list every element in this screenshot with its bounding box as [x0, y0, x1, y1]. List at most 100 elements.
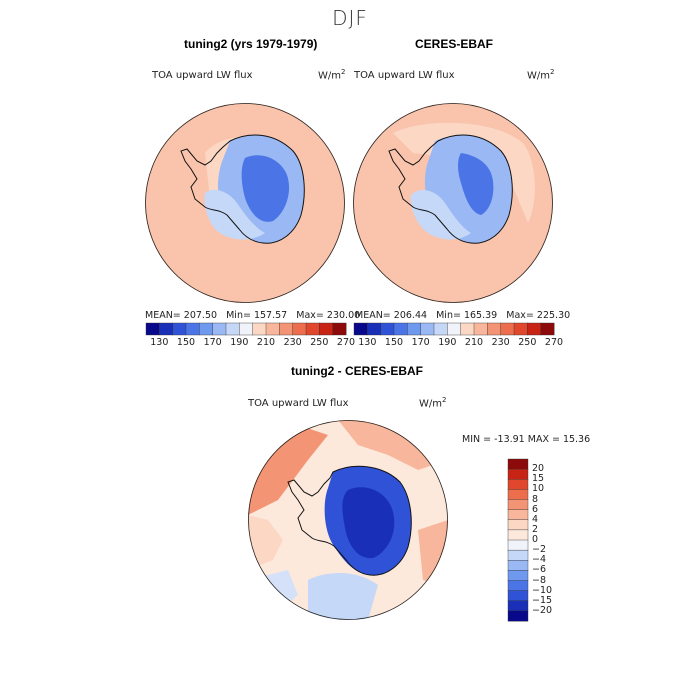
right-colorbar-tick-label: 230	[491, 337, 510, 348]
right-colorbar-tick-label: 130	[358, 337, 377, 348]
right-colorbar-swatch	[353, 322, 368, 336]
right-colorbar-swatch	[500, 322, 515, 336]
right-colorbar-swatch	[473, 322, 488, 336]
right-colorbar-swatch	[367, 322, 382, 336]
left-colorbar-swatch	[145, 322, 160, 336]
diff-colorbar-swatch	[507, 560, 529, 571]
diff-colorbar-tick-label: 8	[532, 493, 539, 505]
diff-colorbar-tick-label: 2	[532, 523, 539, 535]
right-map-coastline	[388, 134, 513, 244]
left-map	[145, 103, 345, 303]
diff-map-cool-west	[248, 570, 298, 620]
right-colorbar-swatch	[487, 322, 502, 336]
left-min-value: 157.57	[253, 310, 288, 321]
diff-map-cool-south	[308, 573, 378, 620]
right-colorbar-swatch	[380, 322, 395, 336]
diff-colorbar-swatch	[507, 590, 529, 602]
diff-units-label: W/m2	[419, 396, 447, 410]
diff-colorbar-swatch	[507, 580, 529, 592]
left-colorbar-tick-label: 150	[176, 337, 196, 348]
left-colorbar-tick-label: 230	[283, 337, 302, 348]
diff-variable-label: TOA upward LW flux	[248, 398, 349, 409]
right-colorbar-swatch	[447, 322, 462, 336]
right-colorbar-swatch	[540, 322, 555, 336]
left-colorbar-swatch	[172, 322, 187, 336]
left-mean-label: MEAN=	[145, 310, 181, 321]
right-max-value: 225.30	[536, 310, 571, 321]
diff-colorbar-swatch	[507, 468, 529, 480]
diff-stats: MIN = -13.91 MAX = 15.36	[462, 434, 591, 445]
left-units-label: W/m2	[318, 68, 346, 82]
right-colorbar-swatch	[420, 322, 435, 336]
diff-map-coastline	[287, 465, 412, 576]
left-map-coastline	[180, 134, 305, 244]
left-max-value: 230.00	[326, 310, 361, 321]
left-panel-title: tuning2 (yrs 1979-1979)	[184, 37, 318, 51]
left-colorbar-tick-label: 210	[256, 337, 276, 348]
left-mean-value: 207.50	[183, 310, 218, 321]
right-colorbar-tick-label: 210	[464, 337, 484, 348]
diff-colorbar-swatch	[507, 600, 529, 612]
right-stats: MEAN= 206.44 Min= 165.39 Max= 225.30	[355, 310, 570, 321]
right-map-light-ring	[393, 122, 535, 223]
right-colorbar-tick-label: 190	[438, 337, 457, 348]
right-colorbar-tick-label: 170	[411, 337, 430, 348]
diff-map	[248, 420, 448, 620]
diff-colorbar-swatch	[507, 499, 529, 511]
diff-colorbar-swatch	[507, 610, 529, 622]
right-max-label: Max=	[506, 310, 534, 321]
left-colorbar-swatch	[265, 322, 280, 336]
diff-colorbar-tick-label: 20	[532, 463, 545, 475]
left-colorbar-swatch	[305, 322, 320, 336]
left-colorbar-swatch	[319, 322, 334, 336]
left-colorbar-tick-label: 270	[336, 337, 356, 348]
diff-colorbar-swatch	[507, 509, 529, 521]
left-colorbar-swatch	[185, 322, 200, 336]
diff-colorbar-tick-label: −20	[532, 604, 553, 616]
right-variable-label: TOA upward LW flux	[354, 70, 455, 81]
right-colorbar-swatch	[513, 322, 528, 336]
diff-colorbar	[507, 458, 529, 622]
right-map-ice-core	[458, 153, 494, 215]
diff-colorbar-swatch	[507, 549, 529, 561]
left-map-ice-core	[241, 155, 290, 222]
diff-colorbar-tick-label: −4	[532, 554, 547, 566]
left-max-label: Max=	[296, 310, 324, 321]
diff-panel-title: tuning2 - CERES-EBAF	[291, 364, 423, 378]
left-colorbar-tick-label: 250	[310, 337, 329, 348]
right-map-west-antarctica	[410, 189, 471, 240]
diff-colorbar-swatch	[507, 529, 529, 541]
left-colorbar-swatch	[279, 322, 294, 336]
right-colorbar-swatch	[527, 322, 542, 336]
right-colorbar-tick-label: 150	[384, 337, 404, 348]
diff-colorbar-tick-label: 15	[532, 473, 545, 485]
right-min-value: 165.39	[463, 310, 498, 321]
right-colorbar-tick-label: 270	[544, 337, 564, 348]
right-map	[353, 103, 553, 303]
right-colorbar-swatch	[460, 322, 475, 336]
right-min-label: Min=	[436, 310, 461, 321]
left-colorbar-swatch	[225, 322, 240, 336]
right-colorbar-swatch	[393, 322, 408, 336]
right-panel-title: CERES-EBAF	[415, 37, 494, 51]
left-colorbar-swatch	[212, 322, 227, 336]
diff-colorbar-swatch	[507, 489, 529, 500]
right-units-label: W/m2	[527, 68, 555, 82]
left-map-west-antarctica	[204, 189, 265, 240]
diff-colorbar-tick-label: 10	[532, 483, 545, 495]
diff-colorbar-tick-label: 0	[532, 534, 539, 545]
left-variable-label: TOA upward LW flux	[152, 70, 253, 81]
right-mean-value: 206.44	[393, 310, 428, 321]
diff-colorbar-swatch	[507, 539, 529, 551]
diff-colorbar-tick-label: −15	[532, 594, 553, 606]
left-colorbar-swatch	[332, 322, 347, 336]
diff-colorbar-swatch	[507, 519, 529, 531]
left-colorbar	[145, 322, 347, 336]
diff-map-warm-patch	[248, 515, 283, 570]
season-title: DJF	[332, 6, 368, 30]
left-min-label: Min=	[226, 310, 251, 321]
diff-colorbar-tick-label: −2	[532, 544, 547, 556]
left-stats: MEAN= 207.50 Min= 157.57 Max= 230.00	[145, 310, 360, 321]
left-colorbar-tick-label: 170	[203, 337, 222, 348]
left-colorbar-swatch	[199, 322, 214, 336]
